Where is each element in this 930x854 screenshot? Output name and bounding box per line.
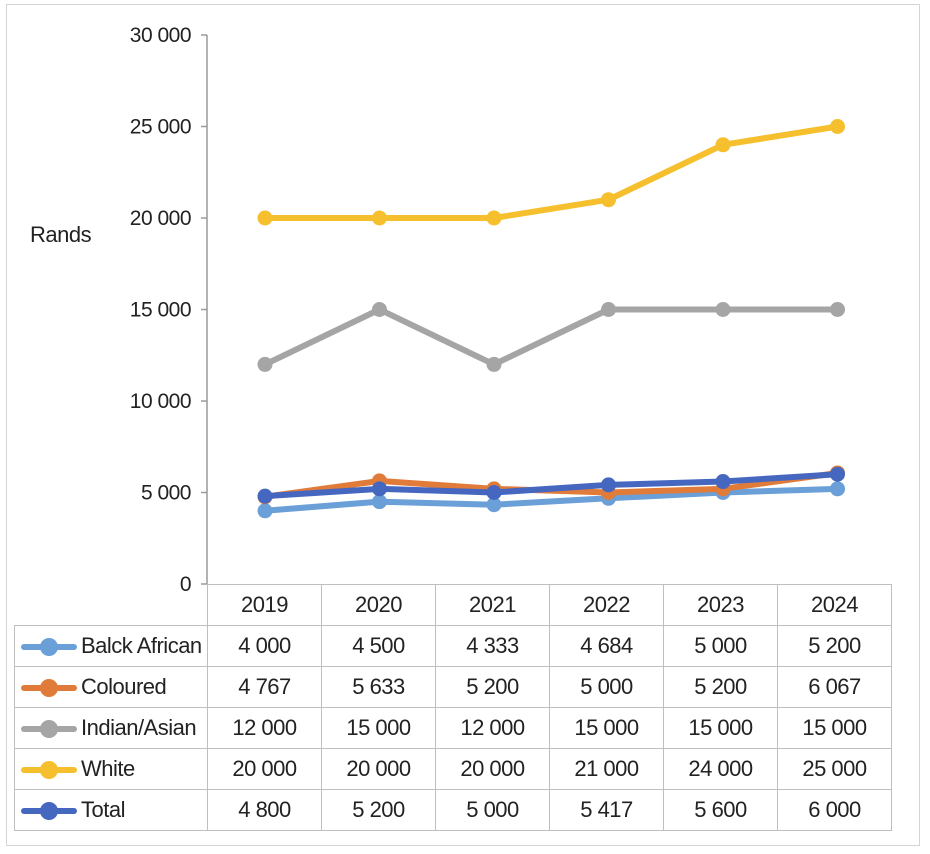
data-point-total	[372, 481, 387, 497]
legend-key-icon	[19, 637, 79, 657]
x-tick-label: 2023	[663, 584, 778, 626]
series-line-balck-african	[262, 485, 841, 514]
x-tick-label: 2022	[549, 584, 664, 626]
data-point-white	[830, 119, 845, 134]
x-tick-label: 2020	[321, 584, 436, 626]
data-point-indian-asian	[486, 356, 502, 372]
data-label: 5 633	[321, 666, 436, 708]
legend-entry: Coloured	[14, 666, 208, 708]
legend-key-icon	[19, 678, 79, 698]
chart-frame	[6, 4, 920, 846]
data-label: 4 767	[207, 666, 322, 708]
data-label: 5 200	[435, 666, 550, 708]
series-line-indian-asian	[262, 306, 841, 368]
data-label: 20 000	[321, 748, 436, 790]
data-point-indian-asian	[715, 302, 731, 317]
data-label: 4 684	[549, 625, 664, 667]
data-label: 4 800	[207, 789, 322, 831]
data-label: 5 000	[663, 625, 778, 667]
data-label: 15 000	[321, 707, 436, 749]
data-label: 21 000	[549, 748, 664, 790]
data-label: 4 000	[207, 625, 322, 667]
legend-label: Coloured	[81, 674, 167, 700]
table-corner	[14, 584, 208, 626]
data-label: 5 200	[777, 625, 892, 667]
data-point-total	[486, 485, 502, 500]
legend-entry: Total	[14, 789, 208, 831]
data-label: 5 200	[321, 789, 436, 831]
data-label: 12 000	[435, 707, 550, 749]
legend-key-icon	[19, 801, 79, 821]
data-point-balck-african	[257, 503, 273, 519]
y-tick-label: 15 000	[130, 299, 191, 322]
y-tick-label: 30 000	[130, 24, 191, 47]
data-point-indian-asian	[257, 356, 273, 372]
y-axis-label: Rands	[30, 222, 92, 247]
data-point-balck-african	[486, 497, 502, 513]
data-label: 6 000	[777, 789, 892, 831]
y-tick-label: 20 000	[130, 207, 191, 230]
data-point-white	[372, 210, 387, 226]
table-row: Balck African 4 000 4 500 4 333 4 684 5 000 5 …	[14, 625, 892, 667]
data-point-total	[601, 477, 616, 493]
table-row: Indian/Asian 12 000 15 000 12 000 15 000 15 0…	[14, 707, 892, 749]
y-tick-label: 5 000	[141, 482, 191, 505]
data-label: 20 000	[207, 748, 322, 790]
series-line-white	[262, 123, 841, 221]
data-point-balck-african	[830, 481, 845, 497]
data-table: 2019 2020 2021 2022 2023 2024 Balck African 4 0…	[14, 584, 892, 831]
data-label: 5 000	[549, 666, 664, 708]
table-row: White 20 000 20 000 20 000 21 000 24 000 25 00…	[14, 748, 892, 790]
data-point-white	[601, 192, 616, 208]
legend-label: Total	[81, 797, 125, 823]
data-point-total	[715, 474, 731, 490]
table-row: Total 4 800 5 200 5 000 5 417 5 600 6 000	[14, 789, 892, 831]
series-line-total	[262, 471, 841, 500]
data-point-balck-african	[372, 494, 387, 510]
data-label: 4 500	[321, 625, 436, 667]
data-label: 5 000	[435, 789, 550, 831]
data-label: 25 000	[777, 748, 892, 790]
data-point-total	[830, 466, 845, 482]
legend-key-icon	[19, 760, 79, 780]
data-label: 15 000	[549, 707, 664, 749]
data-label: 4 333	[435, 625, 550, 667]
data-point-total	[257, 488, 273, 504]
legend-label: Indian/Asian	[81, 715, 197, 741]
data-point-white	[715, 137, 731, 153]
legend-entry: Balck African	[14, 625, 208, 667]
x-tick-label: 2021	[435, 584, 550, 626]
data-point-indian-asian	[601, 302, 616, 317]
data-label: 24 000	[663, 748, 778, 790]
data-point-white	[486, 210, 502, 226]
data-point-white	[257, 210, 273, 226]
legend-key-icon	[19, 719, 79, 739]
legend-label: White	[81, 756, 135, 782]
legend-entry: Indian/Asian	[14, 707, 208, 749]
data-label: 12 000	[207, 707, 322, 749]
data-point-indian-asian	[372, 302, 387, 317]
legend-label: Balck African	[81, 633, 202, 659]
data-label: 5 200	[663, 666, 778, 708]
table-row: Coloured 4 767 5 633 5 200 5 000 5 200 6 067	[14, 666, 892, 708]
y-tick-label: 25 000	[130, 116, 191, 139]
data-point-indian-asian	[830, 302, 845, 317]
legend-entry: White	[14, 748, 208, 790]
data-label: 15 000	[777, 707, 892, 749]
data-label: 6 067	[777, 666, 892, 708]
x-tick-label: 2019	[207, 584, 322, 626]
x-tick-label: 2024	[777, 584, 892, 626]
table-header-row: 2019 2020 2021 2022 2023 2024	[14, 584, 892, 626]
data-label: 15 000	[663, 707, 778, 749]
data-label: 5 417	[549, 789, 664, 831]
data-label: 5 600	[663, 789, 778, 831]
data-label: 20 000	[435, 748, 550, 790]
y-tick-label: 10 000	[130, 390, 191, 413]
